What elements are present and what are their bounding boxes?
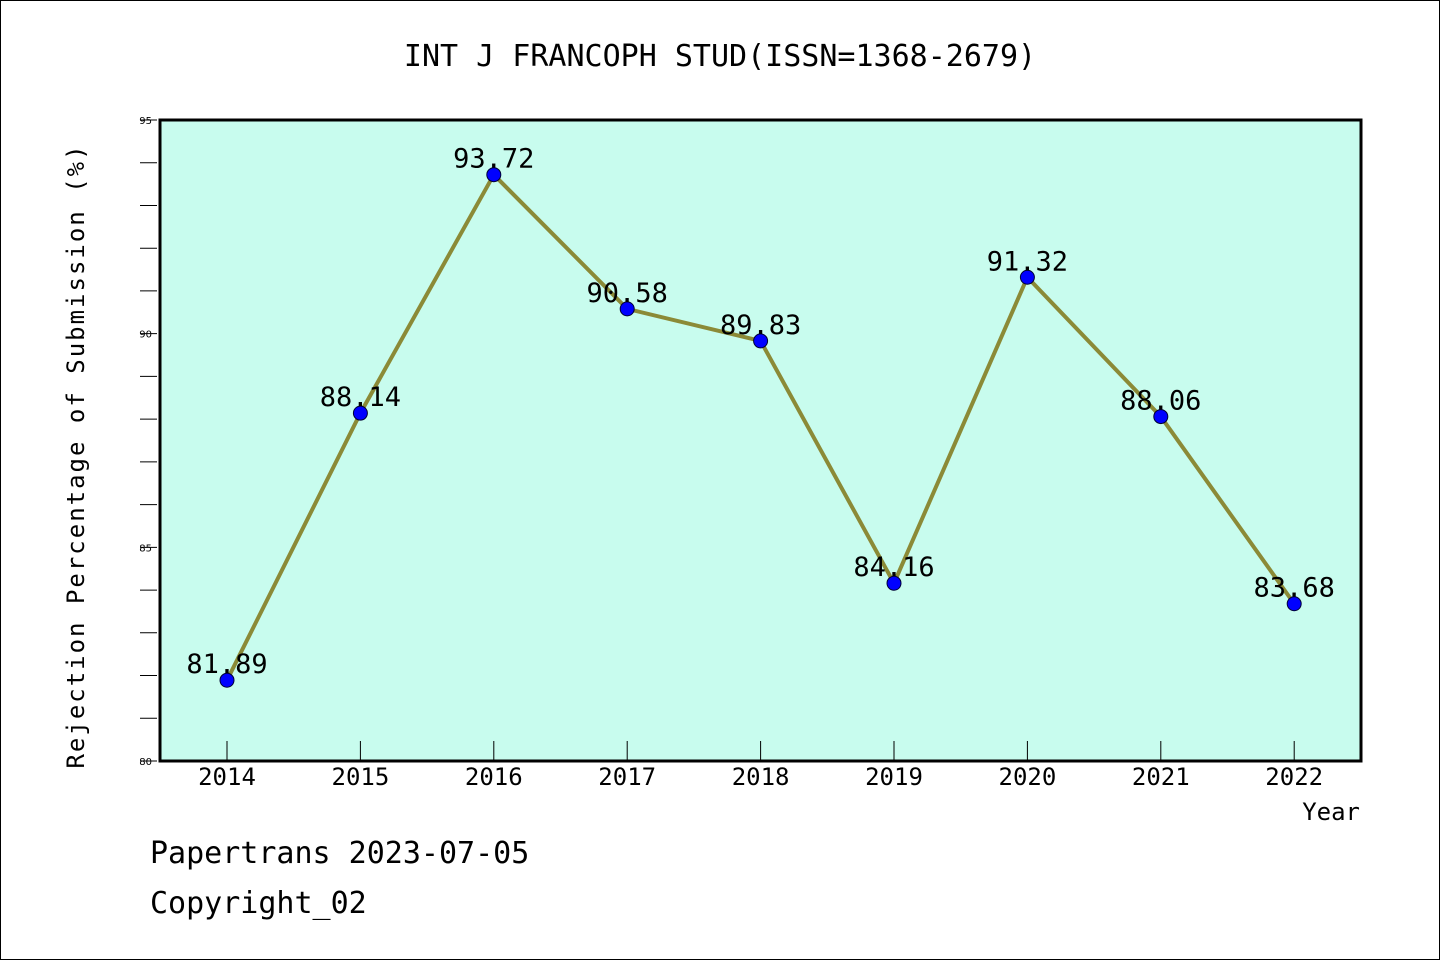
data-point	[1019, 269, 1035, 285]
data-label: 88.14	[320, 382, 401, 413]
data-label: 88.06	[1120, 386, 1201, 417]
x-tick-label: 2017	[598, 763, 656, 791]
x-tick-label: 2019	[865, 763, 923, 791]
x-tick-label: 2020	[999, 763, 1057, 791]
x-tick-label: 2021	[1132, 763, 1190, 791]
plot-area	[158, 118, 1363, 763]
data-label: 90.58	[587, 278, 668, 309]
data-label: 84.16	[853, 552, 934, 583]
x-tick-label: 2016	[465, 763, 523, 791]
y-tick-label: 85	[139, 543, 152, 554]
x-tick-label: 2018	[732, 763, 790, 791]
footer-copyright: Copyright_02	[150, 886, 367, 921]
y-axis-label: Rejection Percentage of Submission (%)	[62, 143, 90, 768]
x-tick-label: 2022	[1265, 763, 1323, 791]
data-point	[619, 301, 635, 317]
data-point	[486, 167, 502, 183]
chart-title: INT J FRANCOPH STUD(ISSN=1368-2679)	[404, 39, 1036, 74]
data-label: 81.89	[186, 649, 267, 680]
data-point	[219, 672, 235, 688]
y-tick-label: 95	[139, 116, 152, 127]
data-point	[886, 575, 902, 591]
y-tick-label: 90	[139, 330, 152, 341]
data-point	[352, 405, 368, 421]
x-tick-label: 2015	[332, 763, 390, 791]
y-axis: 80 85 90 95	[139, 116, 157, 768]
data-label: 83.68	[1254, 573, 1335, 604]
data-label: 91.32	[987, 246, 1068, 277]
y-tick-label: 80	[139, 757, 152, 768]
x-axis-label: Year	[1302, 798, 1360, 826]
x-axis: 2014 2015 2016 2017 2018 2019 2020 2021 2022	[198, 741, 1323, 791]
series-rejection-rate: 81.89 88.14 93.72 90.58 89.83 84.16 91.32 88.06…	[186, 144, 1335, 688]
data-label: 89.83	[720, 310, 801, 341]
data-point	[753, 333, 769, 349]
x-tick-label: 2014	[198, 763, 256, 791]
footer-date: Papertrans 2023-07-05	[150, 836, 530, 871]
data-point	[1286, 596, 1302, 612]
data-label: 93.72	[453, 144, 534, 175]
data-point	[1153, 409, 1169, 425]
